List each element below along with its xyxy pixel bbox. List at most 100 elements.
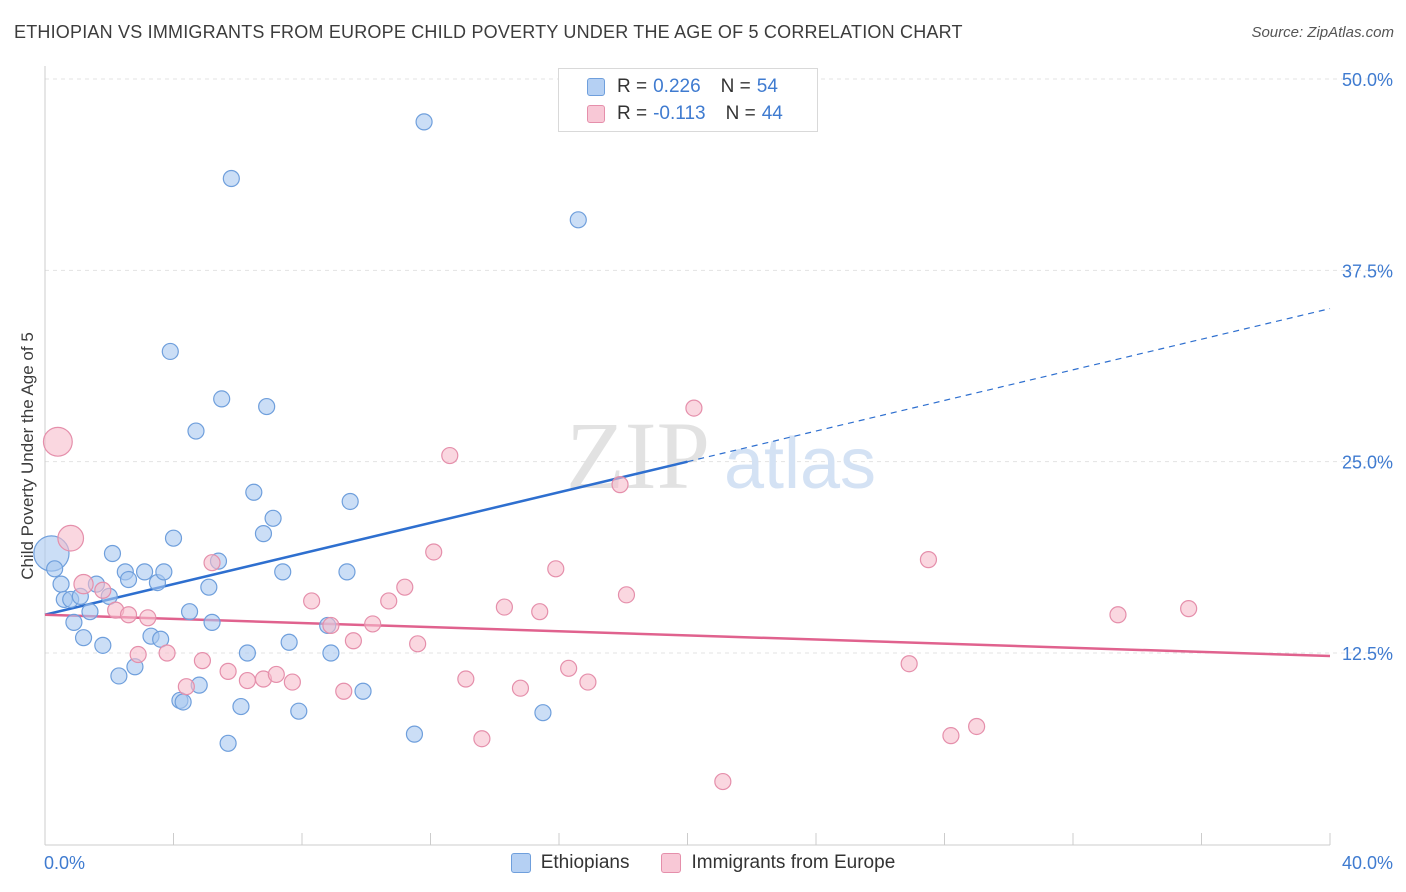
point-ethiopians [274,563,292,581]
n-value: 54 [756,76,778,97]
point-immigrants [303,592,321,610]
source-text: Source: ZipAtlas.com [1251,24,1394,41]
point-immigrants [714,772,732,791]
legend-row-ethiopians: R = 0.226 N = 54 [587,75,778,99]
point-ethiopians [203,613,221,631]
point-immigrants [617,586,636,604]
point-ethiopians [232,697,250,716]
legend-label: Ethiopians [540,852,630,873]
point-immigrants [193,652,212,670]
tick-labels: 12.5% 25.0% 37.5% 50.0% 0.0% 40.0% [44,70,1393,873]
point-immigrants [968,717,986,736]
point-ethiopians [46,560,64,578]
pink-swatch-icon [661,853,682,873]
legend-row-immigrants: R = -0.113 N = 44 [587,102,783,126]
r-label: R = [617,103,648,124]
point-ethiopians [94,636,112,654]
point-immigrants [685,399,703,417]
blue-swatch-icon [587,78,605,96]
point-immigrants [409,635,427,653]
point-ethiopians [110,667,128,685]
y-tick-label: 25.0% [1342,453,1393,473]
point-immigrants [158,644,176,662]
point-ethiopians [258,397,276,416]
point-immigrants [1109,606,1127,624]
point-ethiopians [164,529,183,547]
point-immigrants [560,659,578,677]
point-immigrants [611,476,629,494]
point-immigrants [322,616,340,635]
point-immigrants [380,592,398,610]
point-immigrants [457,670,475,688]
point-ethiopians [200,578,218,596]
point-immigrants [579,673,597,691]
point-ethiopians [264,509,282,527]
watermark-zip: ZIP [566,402,710,509]
point-immigrants [283,673,301,691]
y-tick-label: 50.0% [1342,70,1393,90]
point-ethiopians [405,725,424,743]
point-immigrants [396,578,414,596]
blue-swatch-icon [510,853,531,873]
point-ethiopians [65,613,83,631]
point-ethiopians [219,734,237,752]
point-immigrants [473,730,491,748]
trend-line-ethiopians [44,460,688,616]
x-tick-label: 40.0% [1342,853,1393,873]
legend-item-immigrants[interactable]: Immigrants from Europe [661,852,895,874]
point-ethiopians [180,603,199,621]
point-ethiopians [81,603,99,621]
point-immigrants [238,671,256,690]
point-ethiopians [290,702,308,720]
r-value: 0.226 [653,76,701,97]
point-ethiopians [280,633,298,651]
point-ethiopians [119,570,138,589]
point-immigrants [42,426,73,457]
point-ethiopians [354,682,372,700]
legend-label: Immigrants from Europe [691,852,896,873]
point-ethiopians [534,704,552,722]
point-immigrants [531,603,549,621]
n-label: N = [725,103,756,124]
point-ethiopians [338,563,356,581]
point-immigrants [900,655,918,673]
point-immigrants [547,560,565,578]
point-ethiopians [254,525,273,543]
point-ethiopians [52,575,70,593]
point-ethiopians [322,644,340,662]
point-ethiopians [135,563,154,581]
trend-line-immigrants [44,613,1331,658]
point-immigrants [364,615,382,633]
point-ethiopians [238,644,256,662]
n-value: 44 [761,103,783,124]
watermark-atlas: atlas [724,424,876,504]
point-ethiopians [415,113,433,131]
point-immigrants [511,679,530,697]
r-value: -0.113 [653,103,706,124]
point-ethiopians [155,563,173,581]
point-immigrants [119,606,138,624]
chart-title: ETHIOPIAN VS IMMIGRANTS FROM EUROPE CHIL… [14,22,963,42]
point-immigrants [344,632,362,650]
y-axis-label: Child Poverty Under the Age of 5 [18,332,37,580]
point-ethiopians [161,342,179,361]
point-ethiopians [245,483,263,501]
trend-line-ethiopians-extrapolated [687,308,1331,463]
point-immigrants [335,682,353,700]
x-tick-label: 0.0% [44,853,85,873]
point-immigrants [1180,600,1198,618]
point-ethiopians [341,492,359,511]
point-immigrants [57,524,85,552]
stats-legend: R = 0.226 N = 54 R = -0.113 N = 44 [558,68,818,132]
point-immigrants [942,727,960,745]
point-ethiopians [152,630,170,648]
r-label: R = [617,76,648,97]
point-immigrants [129,645,147,664]
scatter-points [33,113,1198,791]
y-tick-label: 37.5% [1342,261,1393,281]
legend-item-ethiopians[interactable]: Ethiopians [510,852,630,874]
watermark: ZIP atlas [566,402,876,509]
point-immigrants [73,573,94,595]
point-ethiopians [187,422,205,440]
